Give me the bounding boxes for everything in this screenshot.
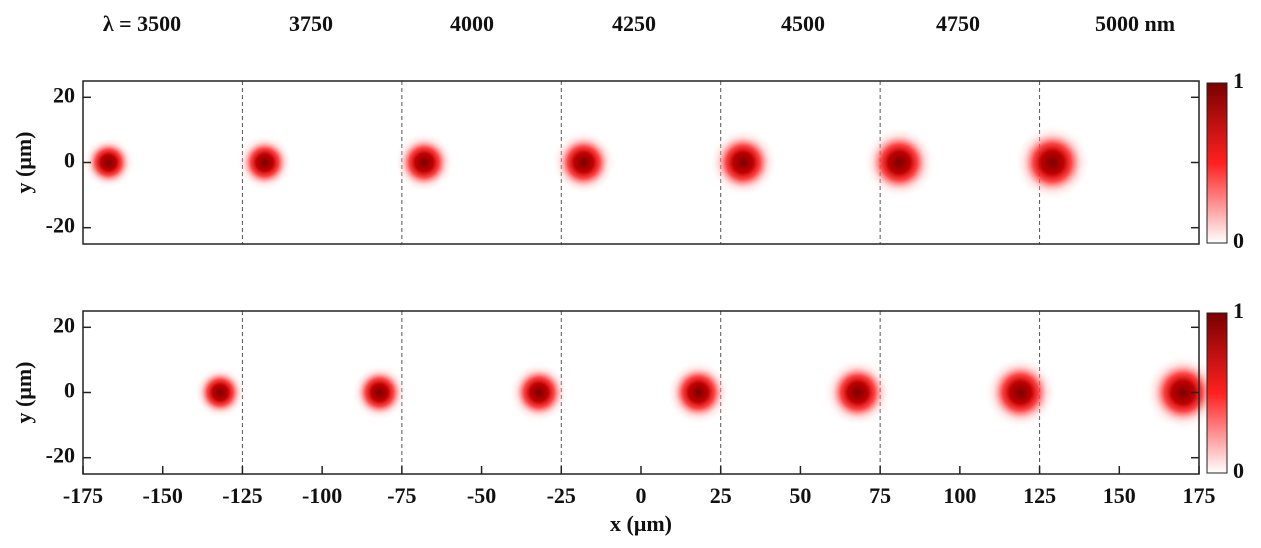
- figure: λ = 3500 3750 4000 4250 4500 4750 5000 nm -20 0 2…: [0, 0, 1261, 548]
- x-tick-label: -75: [387, 483, 416, 508]
- beam-spot: [824, 359, 892, 427]
- x-tick-label: -150: [143, 483, 183, 508]
- beam-spot: [1014, 125, 1090, 201]
- x-tick-label: 50: [789, 483, 811, 508]
- beam-spot: [666, 361, 730, 425]
- x-tick-label: -50: [467, 483, 496, 508]
- beam-spot: [984, 357, 1056, 429]
- x-tick-label: 125: [1023, 483, 1056, 508]
- wavelength-label: 4250: [612, 11, 656, 36]
- y-tick-label: 0: [64, 148, 75, 173]
- beam-spot: [237, 135, 293, 191]
- wavelength-label: 4750: [936, 11, 980, 36]
- beam-spot: [194, 367, 246, 419]
- beam-spot: [352, 365, 408, 421]
- colorbar-tick-label: 0: [1233, 228, 1244, 253]
- y-tick-label: -20: [46, 213, 75, 238]
- x-tick-label: 100: [943, 483, 976, 508]
- wavelength-label: 5000 nm: [1095, 11, 1175, 36]
- x-tick-label: -100: [302, 483, 342, 508]
- y-axis-label: y (μm): [11, 132, 36, 194]
- colorbar-tick-label: 1: [1233, 68, 1244, 93]
- wavelength-label: 3750: [289, 11, 333, 36]
- x-tick-label: 25: [710, 483, 732, 508]
- colorbar-tick-label: 0: [1233, 458, 1244, 483]
- colorbar: [1207, 83, 1227, 243]
- y-tick-label: 20: [53, 82, 75, 107]
- x-tick-label: 75: [869, 483, 891, 508]
- wavelength-label: 4000: [450, 11, 494, 36]
- beam-spot: [863, 127, 935, 199]
- x-tick-label: -175: [63, 483, 103, 508]
- x-tick-label: 0: [636, 483, 647, 508]
- y-axis-label: y (μm): [11, 362, 36, 424]
- x-tick-label: -25: [547, 483, 576, 508]
- x-tick-label: -125: [222, 483, 262, 508]
- wavelength-label: 4500: [781, 11, 825, 36]
- x-axis-label: x (μm): [610, 511, 672, 536]
- wavelength-label: λ = 3500: [103, 11, 181, 36]
- x-tick-label: 175: [1183, 483, 1216, 508]
- y-tick-label: 0: [64, 378, 75, 403]
- beam-spot: [394, 133, 454, 193]
- beam-spot: [709, 129, 777, 197]
- colorbar: [1207, 313, 1227, 473]
- x-tick-label: 150: [1103, 483, 1136, 508]
- y-tick-label: 20: [53, 312, 75, 337]
- beam-spot: [509, 363, 569, 423]
- beam-spot: [552, 131, 616, 195]
- y-tick-label: -20: [46, 443, 75, 468]
- colorbar-tick-label: 1: [1233, 298, 1244, 323]
